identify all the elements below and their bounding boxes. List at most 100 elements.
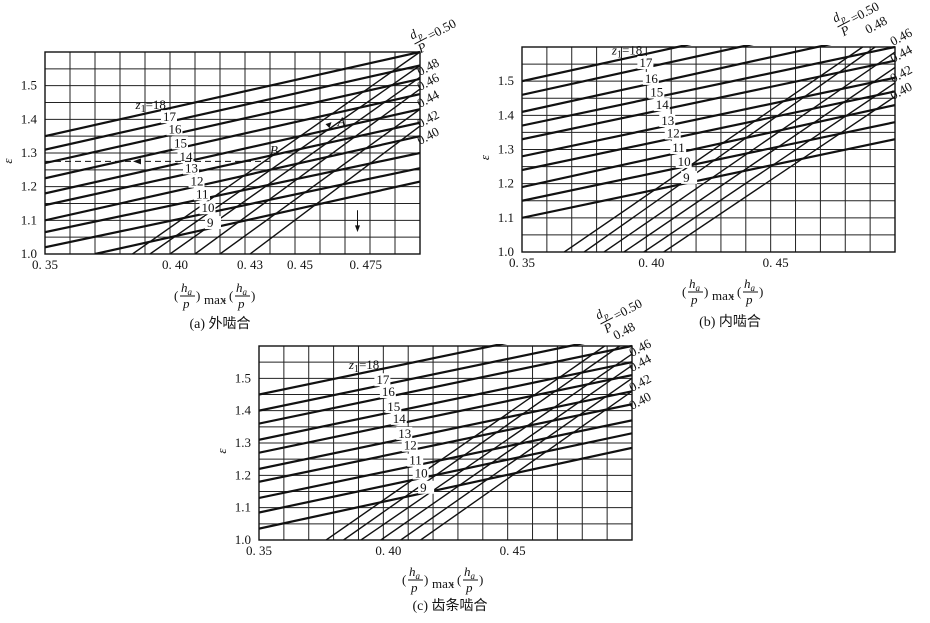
dp-line-0-42: [219, 108, 420, 254]
y-tick-label: 1.1: [235, 500, 251, 515]
z-label-bg: [407, 453, 424, 467]
z-label-14: 14: [393, 411, 407, 426]
dp-label-0-48: 0.48: [610, 319, 637, 343]
x-axis-label: (hap) max, (hap): [174, 280, 255, 311]
z-line-17: [522, 45, 754, 96]
z-line-9: [522, 138, 895, 219]
z-line-15: [45, 93, 420, 180]
z-label-bg: [183, 161, 199, 175]
z-label-bg: [177, 150, 194, 164]
x-axis-label: (hap) max, (hap): [682, 276, 763, 307]
y-axis-label: ε: [477, 154, 492, 160]
y-tick-label: 1.0: [498, 244, 514, 259]
y-tick-label: 1.5: [498, 73, 514, 88]
z-line-12: [45, 135, 420, 222]
frac-num: ha: [689, 276, 701, 293]
paren-left: (: [402, 572, 406, 587]
frac-den: p: [237, 296, 245, 311]
frac-num: ha: [236, 280, 248, 297]
dp-line-0-5: [563, 46, 864, 252]
x-tick-label: 0. 45: [763, 255, 789, 270]
x-tick-label: 0. 45: [287, 257, 313, 272]
paren-right: ): [251, 288, 255, 303]
frac-num: ha: [409, 564, 421, 581]
z-label-bg: [675, 154, 692, 168]
z-label-16: 16: [169, 121, 183, 136]
z-label-bg: [188, 174, 205, 188]
dp-header-bar: [414, 37, 428, 45]
paren-left: (: [457, 572, 461, 587]
z-label-bg: [653, 98, 670, 112]
z-label-bg: [396, 426, 413, 440]
dp-line-0-48: [583, 46, 876, 252]
z-line-13: [522, 76, 895, 158]
z-line-14: [522, 59, 895, 141]
paren-left: (: [229, 288, 233, 303]
x-tick-label: 0. 40: [375, 543, 401, 558]
z-label-17: 17: [376, 372, 390, 387]
z-label-bg: [670, 141, 687, 155]
z-line-16: [259, 344, 632, 425]
chart-panel-3: z1=1817161514131211109dpP=0.500.480.460.…: [214, 295, 654, 614]
dp-label-0-50: =0.50: [611, 295, 645, 322]
z-label-16: 16: [645, 71, 659, 86]
z-line-11: [522, 104, 895, 189]
reference-arrow: [133, 158, 141, 165]
z-line-12: [259, 403, 632, 483]
annotation-a-arrow: [325, 122, 332, 129]
dp-line-0-5: [325, 345, 606, 540]
z-label-13: 13: [398, 426, 411, 441]
x-tick-label: 0. 35: [246, 543, 272, 558]
dp-label-0-50: =0.50: [425, 15, 459, 42]
z-label-bg: [664, 126, 681, 140]
z-label-bg: [390, 411, 407, 425]
x-tick-label: 0. 40: [162, 257, 188, 272]
annotation-B: B: [270, 143, 278, 158]
y-tick-label: 1.1: [21, 212, 37, 227]
z-line-16: [522, 45, 832, 113]
z-label-10: 10: [415, 465, 428, 480]
dp-header-bar: [837, 20, 851, 28]
y-axis-label: ε: [214, 448, 229, 454]
z-line-9: [259, 446, 632, 530]
annotation-A: A: [337, 114, 346, 129]
dp-line-0-42: [400, 377, 632, 540]
dp-label-group: 0.48: [610, 319, 637, 343]
z-line-13: [45, 121, 420, 207]
figure-caption: (c) 齿条啮合: [412, 597, 487, 614]
z-label-bg: [681, 170, 698, 184]
z-line-14: [259, 374, 632, 454]
z-line-13: [259, 390, 632, 470]
z-line-15: [259, 361, 632, 441]
x-axis-label: (hap) max, (hap): [402, 564, 483, 595]
vertical-arrow-head: [355, 225, 360, 233]
z-label-bg: [659, 113, 676, 127]
chart-panel-1: z1=1817161514131211109dpP=0.500.480.460.…: [0, 15, 459, 332]
paren-right: ): [196, 288, 200, 303]
frac-num: ha: [744, 276, 756, 293]
x-tick-label: 0. 35: [32, 257, 58, 272]
z-label-17: 17: [163, 109, 177, 124]
y-tick-label: 1.4: [498, 107, 515, 122]
y-tick-label: 1.2: [498, 176, 514, 191]
y-tick-label: 1.0: [235, 532, 251, 547]
paren-right: ): [479, 572, 483, 587]
paren-right: ): [704, 284, 708, 299]
frac-num: ha: [181, 280, 193, 297]
z-line-17: [259, 344, 585, 412]
dp-line-0-5: [132, 51, 420, 254]
dp-label-0-40: 0.40: [887, 79, 914, 103]
y-tick-label: 1.2: [235, 467, 251, 482]
z-label-11: 11: [672, 140, 685, 155]
z-label-bg: [205, 216, 221, 230]
dp-line-0-42: [643, 82, 895, 252]
z-line-10: [259, 432, 632, 514]
z-label-18: z1=18: [348, 357, 379, 375]
dp-line-0-4: [249, 125, 420, 254]
z-label-17: 17: [639, 55, 653, 70]
comma: ,: [731, 285, 734, 300]
z-label-bg: [161, 110, 177, 124]
frac-den: p: [410, 580, 418, 595]
